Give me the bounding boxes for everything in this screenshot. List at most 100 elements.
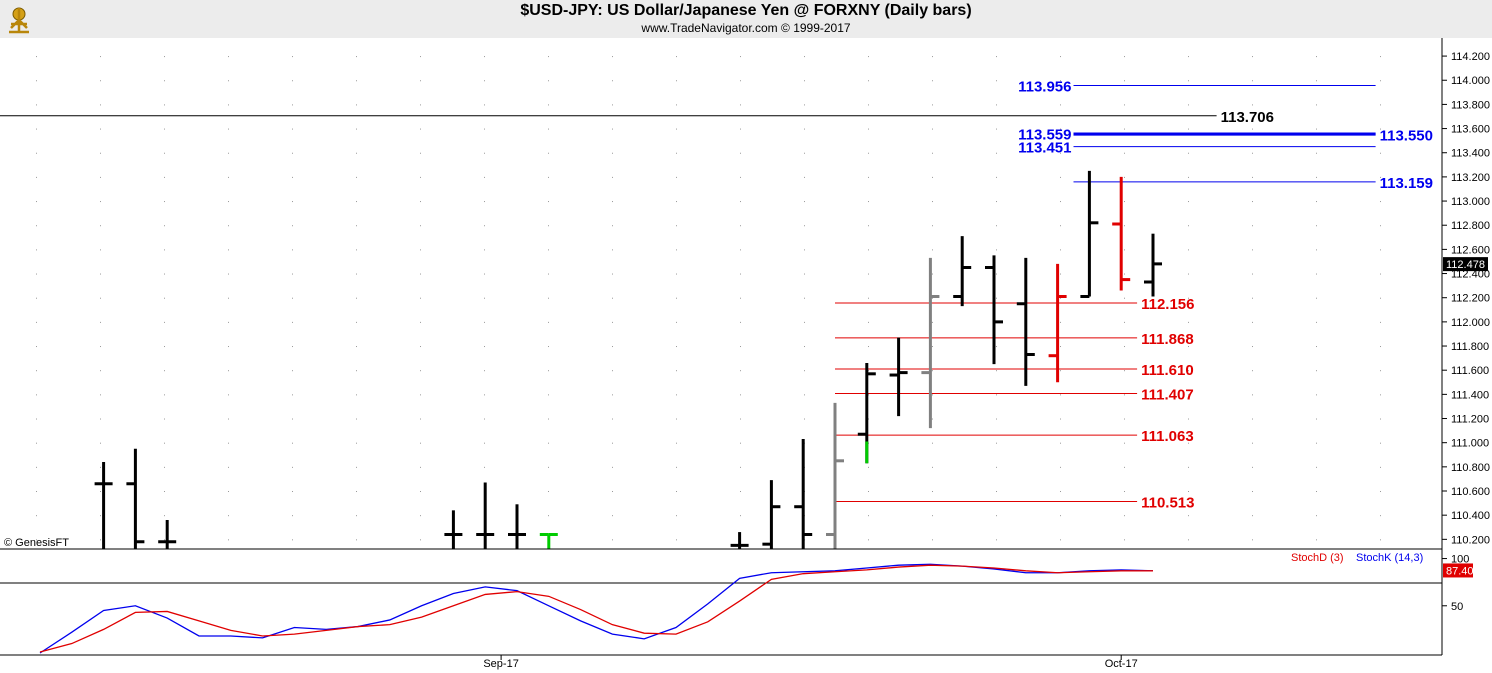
grid-dot xyxy=(932,394,933,396)
grid-dot xyxy=(1316,466,1317,468)
grid-dot xyxy=(164,346,165,348)
grid-dot xyxy=(804,370,805,372)
grid-dot xyxy=(420,321,421,323)
grid-dot xyxy=(1380,394,1381,396)
grid-dot xyxy=(1380,273,1381,275)
grid-dot xyxy=(1124,442,1125,444)
grid-dot xyxy=(612,442,613,444)
grid-dot xyxy=(1252,418,1253,420)
grid-dot xyxy=(612,201,613,203)
grid-dot xyxy=(292,346,293,348)
grid-dot xyxy=(932,128,933,130)
grid-dot xyxy=(100,418,101,420)
grid-dot xyxy=(548,418,549,420)
grid-dot xyxy=(292,273,293,275)
grid-dot xyxy=(356,491,357,493)
grid-dot xyxy=(1060,225,1061,227)
grid-dot xyxy=(548,225,549,227)
grid-dot xyxy=(932,466,933,468)
grid-dot xyxy=(1124,152,1125,154)
grid-dot xyxy=(932,297,933,299)
price-bar xyxy=(158,520,177,549)
grid-dot xyxy=(36,152,37,154)
grid-dot xyxy=(292,104,293,106)
grid-dot xyxy=(292,128,293,130)
grid-dot xyxy=(740,128,741,130)
grid-dot xyxy=(1188,297,1189,299)
grid-dot xyxy=(36,297,37,299)
grid-dot xyxy=(548,515,549,517)
grid-dot xyxy=(1188,104,1189,106)
grid-dot xyxy=(1124,80,1125,82)
grid-dot xyxy=(932,539,933,541)
grid-dot xyxy=(36,418,37,420)
grid-dot xyxy=(484,249,485,251)
grid-dot xyxy=(1316,56,1317,58)
level-label: 113.956 xyxy=(1018,79,1071,96)
grid-dot xyxy=(292,249,293,251)
grid-dot xyxy=(676,128,677,130)
grid-dot xyxy=(1380,346,1381,348)
grid-dot xyxy=(996,176,997,178)
stoch-legend-label: StochD (3) xyxy=(1291,552,1344,564)
price-bar xyxy=(1048,263,1067,383)
grid-dot xyxy=(292,491,293,493)
grid-dot xyxy=(868,104,869,106)
grid-dot xyxy=(996,273,997,275)
grid-dot xyxy=(932,104,933,106)
grid-dot xyxy=(1188,128,1189,130)
grid-dot xyxy=(868,515,869,517)
grid-dot xyxy=(164,104,165,106)
grid-dot xyxy=(868,56,869,58)
price-bar xyxy=(889,337,908,417)
price-tick-label: 113.800 xyxy=(1451,99,1490,111)
grid-dot xyxy=(1252,273,1253,275)
grid-dot xyxy=(676,394,677,396)
grid-dot xyxy=(1380,56,1381,58)
grid-dot xyxy=(36,346,37,348)
chart-title: $USD-JPY: US Dollar/Japanese Yen @ FORXN… xyxy=(520,2,972,19)
grid-dot xyxy=(1124,201,1125,203)
grid-dot xyxy=(1060,539,1061,541)
grid-dot xyxy=(1316,539,1317,541)
grid-dot xyxy=(1252,297,1253,299)
grid-dot xyxy=(356,201,357,203)
stochastic-pane: StochD (3) StochK (14,3) xyxy=(39,552,1423,654)
grid-dot xyxy=(228,491,229,493)
grid-dot xyxy=(36,176,37,178)
grid-dot xyxy=(228,515,229,517)
grid-dot xyxy=(612,418,613,420)
grid-dot xyxy=(36,104,37,106)
grid-dot xyxy=(164,370,165,372)
grid-dot xyxy=(740,346,741,348)
grid-dot xyxy=(868,273,869,275)
grid-dot xyxy=(548,104,549,106)
grid-dot xyxy=(548,273,549,275)
grid-dot xyxy=(804,394,805,396)
grid-dot xyxy=(1252,442,1253,444)
grid-dot xyxy=(36,249,37,251)
price-bar xyxy=(826,402,844,549)
grid-dot xyxy=(676,539,677,541)
grid-dot xyxy=(676,225,677,227)
grid-dot xyxy=(612,249,613,251)
grid-dot xyxy=(932,225,933,227)
grid-dot xyxy=(1124,128,1125,130)
grid-dot xyxy=(356,273,357,275)
grid-dot xyxy=(868,442,869,444)
grid-dot xyxy=(1188,152,1189,154)
trade-navigator-logo-icon xyxy=(9,7,29,34)
grid-dot xyxy=(676,104,677,106)
grid-dot xyxy=(1124,539,1125,541)
grid-dot xyxy=(1316,128,1317,130)
stoch-tick-label: 100 xyxy=(1451,554,1469,566)
grid-dot xyxy=(292,56,293,58)
grid-dot xyxy=(164,201,165,203)
grid-dot xyxy=(676,297,677,299)
grid-dot xyxy=(932,249,933,251)
price-tick-label: 114.200 xyxy=(1451,51,1490,63)
grid-dot xyxy=(740,297,741,299)
grid-dot xyxy=(100,225,101,227)
grid-dot xyxy=(420,491,421,493)
